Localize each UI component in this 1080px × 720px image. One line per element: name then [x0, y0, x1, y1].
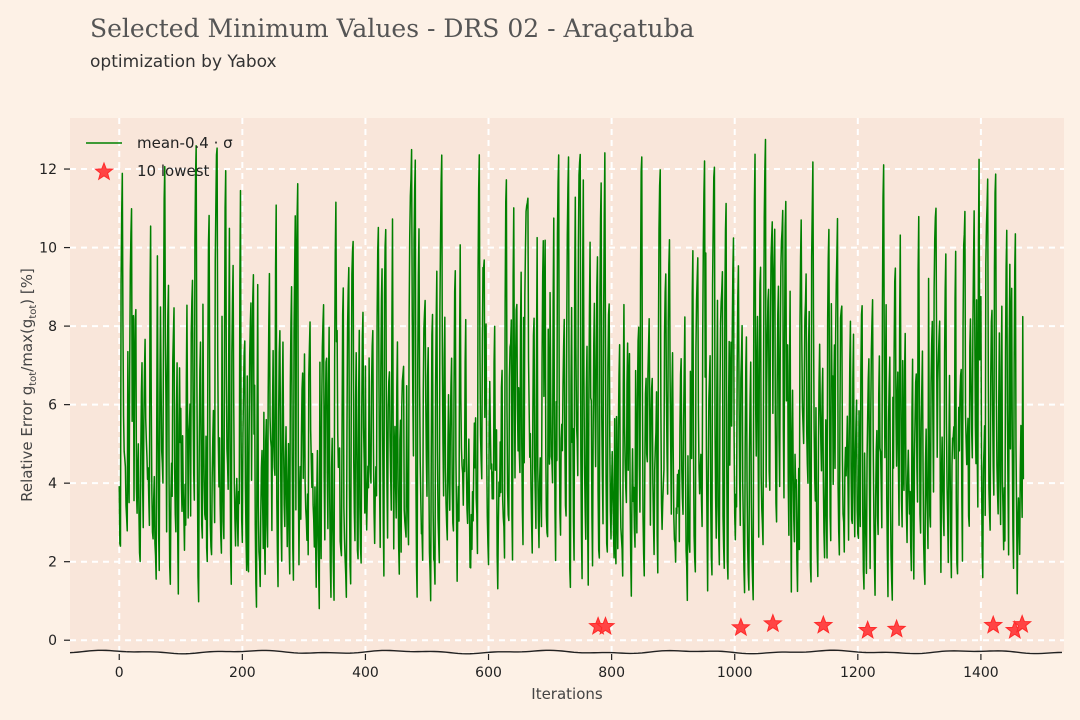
legend-label-line: mean-0.4 · σ [137, 134, 233, 152]
x-tick-label: 800 [598, 665, 625, 681]
lowest-markers [588, 613, 1033, 639]
lowest-point-star [886, 618, 907, 638]
chart-subtitle: optimization by Yabox [90, 52, 277, 72]
lowest-point-star [813, 614, 834, 634]
y-tick-label: 8 [48, 319, 57, 335]
x-tick-label: 1400 [963, 665, 999, 681]
y-tick-label: 10 [39, 241, 57, 257]
series-line-mean [118, 138, 1025, 610]
y-tick-label: 4 [48, 476, 57, 492]
lowest-point-star [1012, 614, 1033, 633]
legend: mean-0.4 · σ 10 lowest [86, 134, 233, 181]
chart-title: Selected Minimum Values - DRS 02 - Araça… [90, 14, 695, 43]
x-tick-label: 1000 [717, 665, 753, 681]
y-axis-label: Relative Error gtot/max(gtot) [%] [18, 268, 39, 502]
lowest-point-star [762, 613, 783, 633]
legend-label-markers: 10 lowest [137, 162, 210, 180]
x-tick-label: 1200 [840, 665, 876, 681]
y-tick-label: 0 [48, 633, 57, 649]
lowest-point-star [595, 616, 616, 635]
lowest-point-star [857, 619, 878, 639]
lowest-point-star [730, 617, 751, 637]
x-axis-label: Iterations [531, 685, 603, 703]
legend-star-swatch [94, 161, 114, 181]
x-tick-label: 400 [352, 665, 379, 681]
y-tick-label: 12 [39, 162, 57, 178]
y-tick-label: 6 [48, 398, 57, 414]
x-tick-label: 200 [229, 665, 256, 681]
x-axis-ticks: 0 200 400 600 800 1000 1200 1400 [115, 654, 999, 681]
x-tick-label: 600 [475, 665, 502, 681]
lowest-point-star [983, 614, 1004, 634]
x-axis-line [69, 649, 1063, 655]
y-axis-ticks: 0 2 4 6 8 10 12 [39, 162, 70, 649]
x-tick-label: 0 [115, 665, 124, 681]
y-tick-label: 2 [48, 555, 57, 571]
